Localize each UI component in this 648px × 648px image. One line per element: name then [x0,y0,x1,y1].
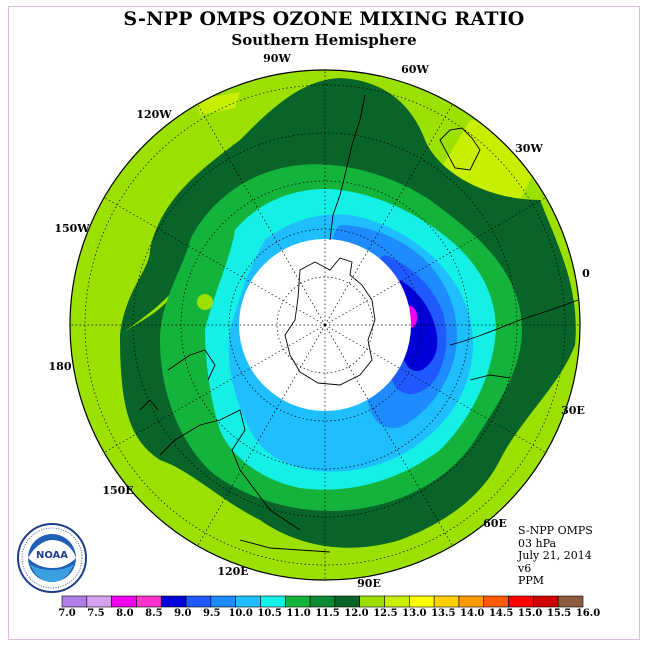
longitude-label: 60W [401,63,429,76]
info-block: S-NPP OMPS 03 hPa July 21, 2014 v6 PPM [518,524,593,588]
colorbar-tick-label: 14.0 [460,608,485,619]
longitude-label: 180 [49,360,72,373]
map-subtitle: Southern Hemisphere [231,31,417,49]
colorbar-tick-label: 14.5 [488,608,514,619]
field-spot [197,294,213,310]
colorbar-tick-label: 16.0 [575,608,601,619]
noaa-logo-icon [17,523,87,593]
colorbar-tick-label: 15.5 [546,608,572,619]
colorbar-tick-label: 8.0 [116,608,134,619]
figure-frame [8,6,640,640]
meridian-line [197,103,326,326]
map-title: S-NPP OMPS OZONE MIXING RATIO [123,8,525,30]
colorbar-tick-label: 9.0 [174,608,192,619]
info-pressure: 03 hPa [518,536,557,550]
colorbar-tick-label: 8.5 [145,608,163,619]
longitude-label: 120E [217,565,248,578]
colorbar-tick-label: 11.0 [286,608,311,619]
info-date: July 21, 2014 [518,549,592,563]
field-yellow-green-north [195,92,240,115]
longitude-labels: 90W 60W 30W 0 30E 60E 90E 120E 150E 180 150W 120W [49,52,591,590]
longitude-label: 150W [54,222,90,235]
colorbar-tick-label: 11.5 [315,608,340,619]
antarctica-coast [284,257,376,386]
longitude-label: 0 [582,267,590,280]
africa-coast [449,299,579,346]
colorbar-tick-label: 13.0 [402,608,427,619]
colorbar-tick-label: 15.0 [517,608,543,619]
longitude-label: 150E [102,484,133,497]
noaa-logo: NOAA [16,522,88,594]
south-america-coast [329,94,366,241]
longitude-label: 90E [357,577,381,590]
meridian-line [324,197,547,326]
colorbar-tick-label: 10.5 [257,608,282,619]
africa-south-coast [469,374,511,381]
colorbar-tick-label: 13.5 [431,608,456,619]
africa-east-island [439,127,481,171]
colorbar-tick-label: 12.5 [373,608,398,619]
meridian-line [197,324,326,547]
coastlines [139,94,579,553]
meridian-line [324,324,547,453]
meridian-line [103,324,326,453]
info-instrument: S-NPP OMPS [518,524,593,537]
ozone-field [70,70,580,580]
longitude-label: 120W [136,108,172,121]
colorbar-tick-label: 9.5 [203,608,221,619]
longitude-label: 30E [561,404,585,417]
south-pole-marker [323,323,327,327]
graticule [70,70,580,580]
meridian-line [324,103,453,326]
colorbar-tick-label: 7.0 [58,608,76,619]
colorbar-tick-label: 12.0 [344,608,369,619]
longitude-label: 30W [515,142,543,155]
noaa-logo-text: NOAA [35,550,69,561]
meridian-line [324,324,453,547]
australia-coast [159,409,301,531]
indonesia-coast [239,539,331,553]
colorbar-tick-label: 7.5 [87,608,105,619]
island-coast-1 [139,399,159,411]
longitude-label: 90W [263,52,291,65]
longitude-label: 60E [483,517,507,530]
map-boundary [69,69,581,581]
info-version: v6 [518,561,532,575]
meridian-line [103,197,326,326]
info-units: PPM [518,574,545,588]
new-zealand-coast [167,349,216,381]
colorbar-tick-label: 10.0 [228,608,253,619]
